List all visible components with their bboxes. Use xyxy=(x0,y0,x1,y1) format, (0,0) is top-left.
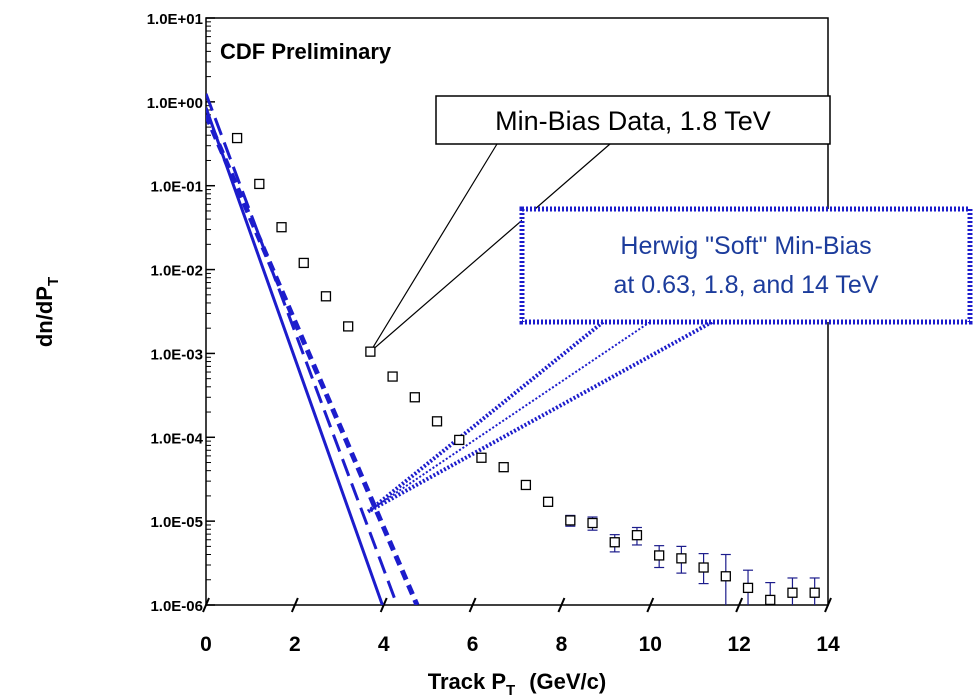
x-tick-mark xyxy=(290,597,299,613)
data-points xyxy=(231,132,820,606)
data-point xyxy=(698,562,709,573)
x-tick-mark xyxy=(646,597,655,613)
x-tick-label: 4 xyxy=(378,633,390,656)
pointer-data-2 xyxy=(369,143,611,353)
annotation-herwig-box xyxy=(519,206,973,325)
data-point xyxy=(765,594,776,606)
x-tick-mark xyxy=(735,597,744,613)
pointer-herwig-1 xyxy=(366,320,605,514)
annotation-herwig-line-1: Herwig "Soft" Min-Bias xyxy=(620,232,871,260)
x-tick-label: 12 xyxy=(727,633,750,656)
x-tick-label: 14 xyxy=(816,633,840,656)
data-point xyxy=(787,587,798,598)
x-axis-title: Track PT (GeV/c) xyxy=(428,669,606,699)
y-tick-label: 1.0E-02 xyxy=(150,263,203,280)
x-tick-label: 6 xyxy=(467,633,479,656)
data-point xyxy=(431,416,443,427)
x-tick-label: 2 xyxy=(289,633,301,656)
x-tick-mark xyxy=(468,597,477,613)
annotation-data-label: Min-Bias Data, 1.8 TeV xyxy=(435,95,831,145)
x-tick-label: 10 xyxy=(639,633,662,656)
data-point xyxy=(387,371,398,382)
x-tick-mark xyxy=(202,597,210,613)
x-tick-mark xyxy=(379,597,388,613)
x-tick-label: 8 xyxy=(556,633,568,656)
pointer-herwig-3 xyxy=(367,321,651,513)
pointer-data-1 xyxy=(369,143,498,352)
data-point xyxy=(809,587,820,598)
annotation-herwig-line-2: at 0.63, 1.8, and 14 TeV xyxy=(613,271,878,299)
data-point xyxy=(276,222,287,233)
data-point xyxy=(609,537,620,548)
y-tick-label: 1.0E+00 xyxy=(147,95,203,112)
data-point xyxy=(298,257,309,269)
data-point xyxy=(654,550,665,561)
y-tick-label: 1.0E+01 xyxy=(147,11,203,28)
model-curve-dashed xyxy=(206,93,399,605)
y-tick-label: 1.0E-05 xyxy=(150,514,203,531)
x-tick-label: 0 xyxy=(200,633,212,656)
x-tick-mark xyxy=(824,597,832,613)
data-point xyxy=(542,496,554,507)
x-axis: 0 2 4 6 8 10 12 14 xyxy=(200,597,840,656)
data-point xyxy=(231,132,243,144)
data-point xyxy=(631,530,643,541)
data-point xyxy=(520,479,532,491)
data-point xyxy=(409,392,420,403)
data-point xyxy=(365,346,376,357)
y-tick-label: 1.0E-03 xyxy=(150,346,203,363)
y-axis: 1.0E+01 1.0E+00 1.0E-01 1.0E-02 1.0E-03 1.0E-… xyxy=(147,11,215,615)
data-point xyxy=(498,462,509,473)
chart-title: CDF Preliminary xyxy=(220,39,392,64)
data-point xyxy=(676,553,687,564)
data-point xyxy=(587,517,598,529)
annotation-pointers xyxy=(366,143,713,514)
y-tick-label: 1.0E-04 xyxy=(150,430,203,447)
annotation-data-text: Min-Bias Data, 1.8 TeV xyxy=(495,106,771,136)
data-point xyxy=(343,321,354,332)
model-curve-solid xyxy=(206,107,384,605)
annotation-herwig-label: Herwig "Soft" Min-Bias at 0.63, 1.8, and… xyxy=(519,206,973,325)
model-curves xyxy=(206,93,420,605)
data-point xyxy=(476,452,487,463)
x-tick-mark xyxy=(557,597,566,613)
data-point xyxy=(742,582,754,594)
data-point xyxy=(565,515,576,526)
data-point xyxy=(320,291,332,302)
y-axis-title: dn/dPT xyxy=(32,277,62,347)
pointer-herwig-2 xyxy=(367,320,713,514)
y-tick-label: 1.0E-06 xyxy=(150,598,203,615)
data-point xyxy=(720,571,731,582)
data-point xyxy=(254,178,265,190)
model-curve-dashed-heavy xyxy=(206,113,420,605)
y-tick-label: 1.0E-01 xyxy=(150,179,203,196)
annotation-data-box xyxy=(435,95,831,145)
data-point xyxy=(454,434,465,446)
